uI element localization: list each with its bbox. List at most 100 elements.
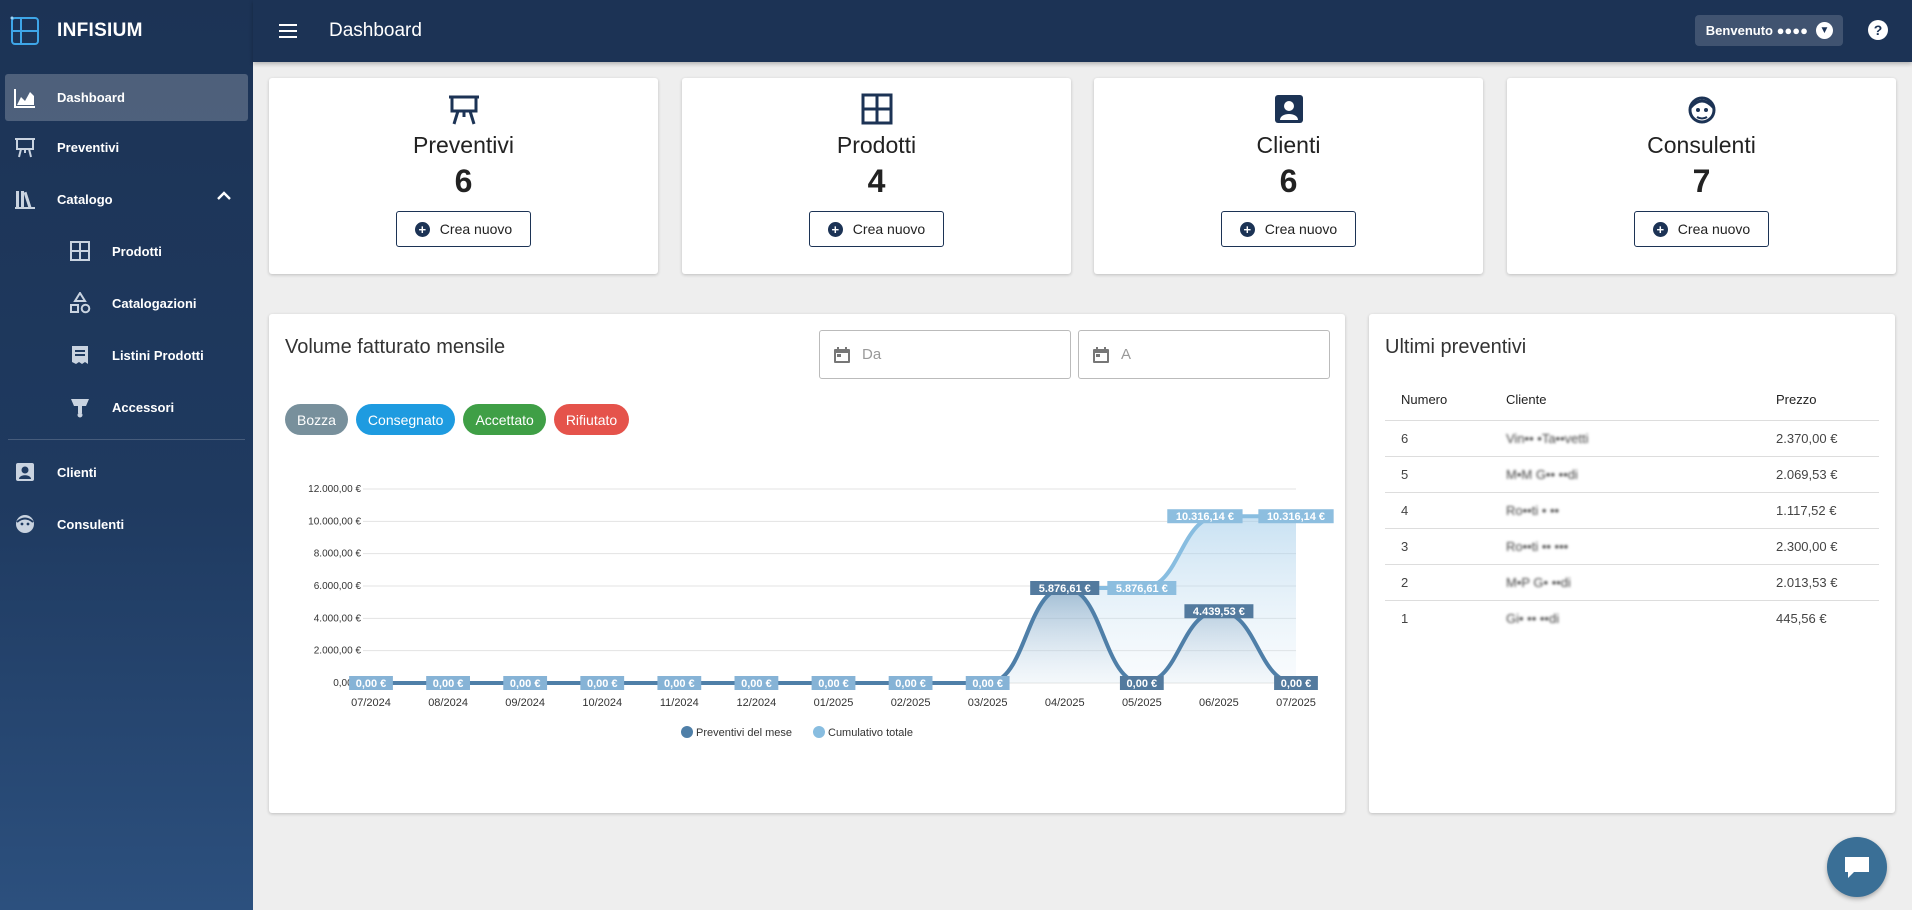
sidebar-item-listini-prodotti[interactable]: Listini Prodotti: [0, 329, 253, 381]
button-label: Crea nuovo: [1677, 221, 1751, 237]
cumulative-data-label-bg: [1107, 580, 1177, 595]
x-tick-label: 03/2025: [968, 697, 1008, 709]
x-tick-label: 05/2025: [1122, 697, 1162, 709]
sidebar-item-consulenti[interactable]: Consulenti: [0, 498, 253, 550]
monthly-data-label-bg: [426, 676, 470, 690]
plus-circle-icon: +: [827, 221, 843, 237]
sidebar-item-label: Catalogazioni: [112, 295, 197, 311]
sidebar-item-label: Catalogo: [57, 191, 113, 207]
x-tick-label: 12/2024: [737, 697, 777, 709]
stat-value: 6: [454, 163, 473, 199]
monthly-data-label-bg: [1274, 676, 1318, 690]
cell-numero: 1: [1401, 610, 1409, 626]
user-menu-button[interactable]: Benvenuto ●●●● ▼: [1694, 15, 1843, 46]
cell-prezzo: 2.069,53 €: [1760, 456, 1879, 493]
x-tick-label: 07/2025: [1276, 697, 1316, 709]
cumulative-data-label-bg: [1258, 509, 1334, 524]
plus-circle-icon: +: [414, 221, 430, 237]
sidebar-item-clienti[interactable]: Clienti: [0, 446, 253, 498]
chip-accettato[interactable]: Accettato: [463, 404, 546, 435]
sidebar-item-preventivi[interactable]: Preventivi: [0, 121, 253, 173]
sidebar-item-dashboard[interactable]: Dashboard: [5, 74, 248, 121]
table-row[interactable]: 3 Ro••ti •• ••• 2.300,00 €: [1385, 528, 1879, 565]
create-cliente-button[interactable]: + Crea nuovo: [1220, 211, 1357, 247]
chip-consegnato[interactable]: Consegnato: [355, 404, 456, 435]
x-tick-label: 04/2025: [1045, 697, 1085, 709]
create-consulente-button[interactable]: + Crea nuovo: [1633, 211, 1770, 247]
cumulative-data-label-bg: [1167, 509, 1243, 524]
chevron-up-icon[interactable]: [217, 191, 231, 201]
monthly-data-label: 0,00 €: [895, 678, 926, 690]
sidebar-item-prodotti[interactable]: Prodotti: [0, 225, 253, 277]
menu-icon[interactable]: [279, 18, 305, 44]
library-icon: [13, 187, 37, 211]
x-tick-label: 01/2025: [814, 697, 854, 709]
column-header-cliente: Cliente: [1490, 380, 1760, 421]
series-area: [371, 587, 1296, 683]
help-icon[interactable]: ?: [1868, 20, 1888, 40]
receipt-icon: [68, 343, 92, 367]
create-prodotto-button[interactable]: + Crea nuovo: [808, 211, 945, 247]
app-logo[interactable]: INFISIUM: [0, 0, 253, 62]
volume-chart-card: Volume fatturato mensile Bozza Consegnat…: [269, 314, 1345, 813]
table-row[interactable]: 5 M•M G•• ••di 2.069,53 €: [1385, 456, 1879, 493]
y-tick-label: 2.000,00 €: [314, 646, 362, 657]
chip-bozza[interactable]: Bozza: [285, 404, 348, 435]
monthly-data-label: 0,00 €: [356, 678, 387, 690]
table-row[interactable]: 6 Vin•• •Ta••vetti 2.370,00 €: [1385, 420, 1879, 457]
stat-label: Preventivi: [413, 132, 514, 158]
easel-icon: [269, 92, 658, 126]
page-title: Dashboard: [329, 20, 422, 41]
monthly-data-label: 0,00 €: [818, 678, 849, 690]
cumulative-data-label: 10.316,14 €: [1176, 511, 1234, 523]
grid-icon: [682, 92, 1071, 126]
column-header-numero: Numero: [1385, 380, 1490, 421]
table-row[interactable]: 2 M•P G• ••di 2.013,53 €: [1385, 564, 1879, 601]
sidebar-item-accessori[interactable]: Accessori: [0, 381, 253, 433]
stat-card-prodotti: Prodotti 4 + Crea nuovo: [682, 78, 1071, 274]
sidebar-item-label: Prodotti: [112, 243, 162, 259]
face-agent-icon: [1507, 92, 1896, 126]
chat-icon: [1845, 857, 1869, 878]
cell-cliente: Gi• •• ••di: [1506, 610, 1560, 626]
cell-numero: 2: [1385, 564, 1490, 601]
plus-circle-icon: +: [1652, 221, 1668, 237]
date-from-field[interactable]: [819, 330, 1071, 379]
date-from-input[interactable]: [862, 346, 1052, 363]
date-to-input[interactable]: [1121, 346, 1311, 363]
date-to-field[interactable]: [1078, 330, 1330, 379]
button-label: Crea nuovo: [439, 221, 513, 237]
stat-card-clienti: Clienti 6 + Crea nuovo: [1094, 78, 1483, 274]
face-agent-icon: [13, 512, 37, 536]
sidebar-item-label: Clienti: [57, 464, 97, 480]
sidebar-item-catalogo[interactable]: Catalogo: [0, 173, 253, 225]
sidebar-divider: [8, 439, 245, 440]
y-tick-label: 8.000,00 €: [314, 549, 362, 560]
monthly-data-label: 0,00 €: [664, 678, 695, 690]
x-tick-label: 02/2025: [891, 697, 931, 709]
logo-icon: [10, 16, 39, 45]
monthly-data-label-bg: [349, 676, 393, 690]
monthly-data-label: 5.876,61 €: [1039, 583, 1091, 595]
contact-icon: [1094, 92, 1483, 126]
monthly-data-label: 0,00 €: [741, 678, 772, 690]
button-label: Crea nuovo: [1264, 221, 1338, 237]
stat-value: 4: [867, 163, 886, 199]
table-row[interactable]: 4 Ro••ti • •• 1.117,52 €: [1385, 492, 1879, 529]
monthly-data-label-bg: [503, 676, 548, 690]
chart-card-title: Volume fatturato mensile: [285, 336, 506, 358]
chip-rifiutato[interactable]: Rifiutato: [553, 404, 630, 435]
monthly-data-label: 0,00 €: [1127, 678, 1158, 690]
sidebar-item-catalogazioni[interactable]: Catalogazioni: [0, 277, 253, 329]
sidebar-item-label: Consulenti: [57, 516, 125, 532]
cell-prezzo: 1.117,52 €: [1760, 492, 1879, 529]
y-tick-label: 6.000,00 €: [314, 581, 362, 592]
table-row[interactable]: 1 Gi• •• ••di 445,56 €: [1385, 600, 1879, 636]
x-tick-label: 09/2024: [505, 697, 545, 709]
monthly-data-label-bg: [811, 676, 856, 690]
create-preventivo-button[interactable]: + Crea nuovo: [395, 211, 532, 247]
cell-prezzo: 2.013,53 €: [1760, 564, 1879, 601]
chat-button[interactable]: [1827, 837, 1887, 897]
x-tick-label: 08/2024: [428, 697, 468, 709]
sidebar: INFISIUM Dashboard Preventivi Catalogo: [0, 0, 253, 910]
